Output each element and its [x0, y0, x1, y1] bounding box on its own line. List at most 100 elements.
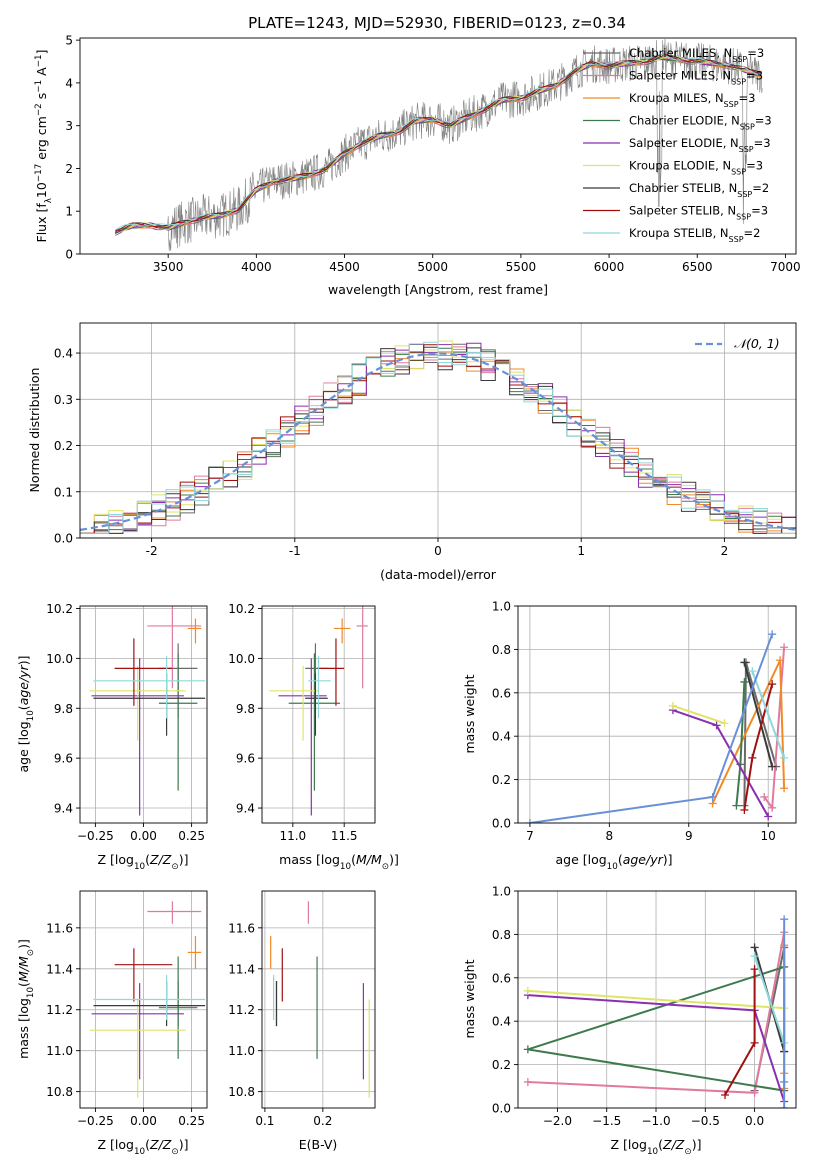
x-tick-label: 7000 [770, 260, 801, 274]
y-tick-label: 0.8 [492, 643, 511, 657]
x-tick-label: 0.25 [178, 829, 205, 843]
y-tick-label: 9.8 [54, 702, 73, 716]
mass-vs-ebv-panel: 0.1 0.210.811.011.211.411.6E(B-V) [228, 891, 375, 1152]
x-tick-label: 0.25 [178, 1114, 205, 1128]
mass-weight-point [768, 630, 776, 638]
x-tick-label: −0.25 [77, 829, 114, 843]
mass-weight-point [780, 643, 788, 651]
x-tick-label: 0.00 [130, 829, 157, 843]
plot-area [90, 606, 205, 816]
y-tick-label: 9.6 [54, 752, 73, 766]
y-tick-label: 0.8 [492, 928, 511, 942]
mass-weight-line [673, 706, 725, 723]
legend-entry: Chabrier STELIB, NSSP=2 [629, 181, 769, 199]
y-tick-label: 0.2 [492, 1058, 511, 1072]
y-tick-label: 0.0 [54, 532, 73, 546]
y-tick-label: 11.6 [46, 921, 73, 935]
legend-entry: Kroupa STELIB, NSSP=2 [629, 226, 760, 244]
x-axis-label: E(B-V) [299, 1137, 338, 1152]
y-axis-label: mass weight [462, 674, 477, 753]
x-tick-label: 4000 [241, 260, 272, 274]
y-tick-label: 9.4 [236, 802, 255, 816]
x-tick-label: 3500 [153, 260, 184, 274]
massweight-vs-age-panel: 7 8 9 10 0.0 0.2 0.4 0.6 0.8 1.0 age [log10(age/yr… [462, 600, 796, 873]
spectrum-panel: 3500 4000 4500 5000 5500 6000 6500 7000012345Ch… [34, 34, 801, 297]
mass-weight-point [740, 806, 748, 814]
x-tick-label: −0.25 [77, 1114, 114, 1128]
plot-area [90, 901, 205, 1098]
x-axis-label: age [log10(age/yr)] [555, 852, 672, 872]
y-axis-label: age [log10(age/yr)] [16, 655, 36, 772]
y-tick-label: 5 [65, 34, 73, 48]
mass-weight-point [732, 802, 740, 810]
massweight-vs-metallicity-panel: −2.0 −1.5 −1.0 −0.5 0.00.00.20.40.60.81.0Z [… [462, 885, 796, 1158]
mass-weight-point [780, 784, 788, 792]
y-tick-label: 0.2 [492, 773, 511, 787]
legend-entry: Salpeter ELODIE, NSSP=3 [629, 136, 771, 154]
x-tick-label: 1 [577, 544, 585, 558]
mass-weight-point [740, 678, 748, 686]
x-axis-label: mass [log10(M/M⊙)] [279, 852, 399, 872]
y-tick-label: 0.4 [492, 1015, 511, 1029]
x-tick-label: 2 [721, 544, 729, 558]
y-tick-label: 11.6 [228, 921, 255, 935]
figure: PLATE=1243, MJD=52930, FIBERID=0123, z=0… [0, 0, 819, 1170]
x-axis-label: wavelength [Angstrom, rest frame] [328, 282, 548, 297]
plot-area [271, 901, 370, 1098]
y-tick-label: 0 [65, 248, 73, 262]
x-tick-label: 9 [685, 829, 693, 843]
x-tick-label: 10 [761, 829, 776, 843]
mass-weight-point [780, 915, 788, 923]
legend-entry: 𝒩(0, 1) [734, 336, 780, 351]
x-tick-label: 7 [526, 829, 534, 843]
y-tick-label: 10.8 [46, 1085, 73, 1099]
y-tick-label: 1.0 [492, 885, 511, 899]
y-tick-label: 11.2 [46, 1003, 73, 1017]
mass-weight-point [751, 1039, 759, 1047]
legend-entry: Chabrier ELODIE, NSSP=3 [629, 114, 772, 132]
axes-frame [262, 891, 375, 1108]
x-tick-label: 11.0 [279, 829, 306, 843]
mass-weight-line [725, 969, 755, 1095]
y-tick-label: 10.0 [228, 652, 255, 666]
x-tick-label: -2 [146, 544, 158, 558]
x-axis-label: (data-model)/error [380, 567, 497, 582]
age-vs-mass-panel: 11.0 11.59.49.69.810.010.2mass [log10(M/M… [228, 602, 399, 872]
x-tick-label: 0.00 [130, 1114, 157, 1128]
y-tick-label: 11.2 [228, 1003, 255, 1017]
x-tick-label: 8 [606, 829, 614, 843]
y-tick-label: 1 [65, 205, 73, 219]
x-axis-label: Z [log10(Z/Z⊙)] [98, 1137, 189, 1157]
x-tick-label: 5500 [506, 260, 537, 274]
x-axis-label: Z [log10(Z/Z⊙)] [98, 852, 189, 872]
x-tick-label: 6000 [594, 260, 625, 274]
y-tick-label: 11.4 [46, 962, 73, 976]
mass-weight-point [721, 719, 729, 727]
y-axis-label: mass weight [462, 959, 477, 1038]
mass-weight-line [736, 682, 744, 806]
x-axis-label: Z [log10(Z/Z⊙)] [611, 1137, 702, 1157]
y-tick-label: 0.6 [492, 971, 511, 985]
mass-vs-metallicity-panel: −0.25 0.00 0.25 10.8 11.0 11.2 11.4 11.6 Z [log1… [16, 891, 207, 1157]
x-tick-label: −0.5 [691, 1114, 720, 1128]
age-vs-metallicity-panel: −0.25 0.00 0.25 9.4 9.6 9.8 10.0 10.2 Z [log10(Z… [16, 602, 207, 872]
y-tick-label: 11.0 [46, 1044, 73, 1058]
y-tick-label: 0.4 [54, 347, 73, 361]
y-tick-label: 11.0 [228, 1044, 255, 1058]
y-tick-label: 0.3 [54, 393, 73, 407]
y-tick-label: 0.4 [492, 730, 511, 744]
mass-weight-point [524, 987, 532, 995]
y-axis-label: Flux [fλ10−17 erg cm−2 s−1 A−1] [34, 50, 54, 243]
y-tick-label: 10.2 [46, 602, 73, 616]
y-tick-label: 0.1 [54, 485, 73, 499]
y-tick-label: 9.6 [236, 752, 255, 766]
x-tick-label: 11.5 [331, 829, 358, 843]
y-tick-label: 0.0 [492, 1102, 511, 1116]
y-tick-label: 10.2 [228, 602, 255, 616]
x-tick-label: -1 [289, 544, 301, 558]
x-tick-label: −2.0 [543, 1114, 572, 1128]
mass-weight-point [669, 702, 677, 710]
x-tick-label: 4500 [329, 260, 360, 274]
plot-area [269, 606, 368, 816]
mass-weight-point [524, 1078, 532, 1086]
